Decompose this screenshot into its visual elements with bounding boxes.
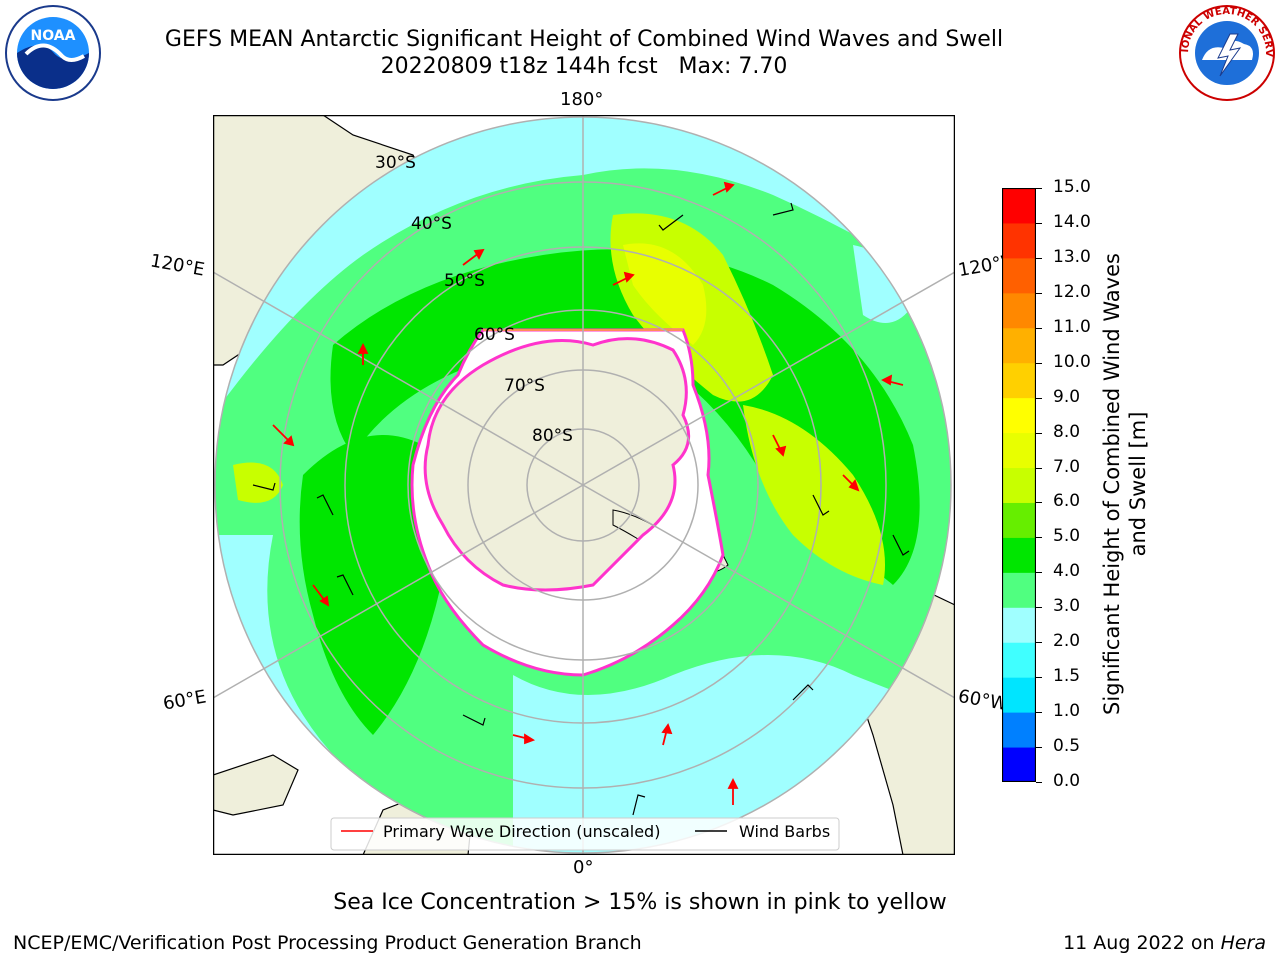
svg-text:NOAA: NOAA	[31, 28, 76, 44]
colorbar-tick-label: 13.0	[1053, 246, 1091, 267]
wave-height-field	[215, 117, 951, 853]
colorbar-tick-mark	[1036, 188, 1042, 189]
colorbar-tick-mark	[1036, 467, 1042, 469]
colorbar-tick-mark	[1036, 572, 1042, 574]
colorbar-segment	[1002, 607, 1036, 643]
colorbar-segment	[1002, 572, 1036, 608]
colorbar-tick-mark	[1036, 502, 1042, 504]
colorbar-tick-label: 15.0	[1053, 177, 1091, 197]
latitude-labels: 30°S 40°S 50°S 60°S 70°S 80°S	[375, 153, 573, 446]
colorbar-tick-mark	[1036, 327, 1042, 329]
map-subtitle: 20220809 t18z 144h fcst Max: 7.70	[380, 54, 788, 79]
lon-label-0: 0°	[573, 857, 594, 878]
colorbar-segment	[1002, 222, 1036, 259]
colorbar-segment	[1002, 188, 1036, 224]
colorbar-tick-mark	[1036, 782, 1042, 783]
colorbar-tick-label: 14.0	[1053, 211, 1091, 232]
colorbar-segment	[1002, 642, 1036, 678]
colorbar-tick-mark	[1036, 222, 1042, 224]
colorbar-tick-mark	[1036, 292, 1042, 294]
colorbar-segment	[1002, 502, 1036, 538]
colorbar-tick-mark	[1036, 677, 1042, 679]
wave-direction-arrows	[272, 181, 904, 805]
colorbar-tick-label: 2.0	[1053, 631, 1081, 652]
map-legend: Primary Wave Direction (unscaled) Wind B…	[330, 817, 840, 851]
lon-label-60e: 60°E	[161, 686, 208, 715]
colorbar-tick-mark	[1036, 362, 1042, 364]
colorbar-tick-label: 11.0	[1053, 316, 1091, 337]
colorbar-segment	[1002, 747, 1036, 782]
lat-label-50s: 50°S	[444, 271, 485, 291]
map-panel: 30°S 40°S 50°S 60°S 70°S 80°S	[213, 115, 955, 855]
colorbar-tick-label: 9.0	[1053, 386, 1081, 407]
colorbar-tick-label: 5.0	[1053, 526, 1081, 547]
colorbar-tick-label: 12.0	[1053, 281, 1091, 302]
footer-date-text: 11 Aug 2022 on	[1063, 932, 1221, 954]
colorbar-tick-label: 4.0	[1053, 561, 1081, 582]
colorbar-segment	[1002, 432, 1036, 469]
footer-credit: NCEP/EMC/Verification Post Processing Pr…	[13, 932, 642, 954]
colorbar-tick-mark	[1036, 747, 1042, 749]
colorbar-tick-label: 0.0	[1053, 771, 1081, 791]
colorbar-tick-mark	[1036, 607, 1042, 609]
colorbar-segment	[1002, 257, 1036, 294]
noaa-logo: NOAA	[5, 5, 101, 101]
map-frame	[213, 115, 955, 855]
colorbar-tick-label: 1.5	[1053, 666, 1081, 687]
lat-label-30s: 30°S	[375, 153, 416, 173]
colorbar-segment	[1002, 467, 1036, 503]
colorbar-title-box: Significant Height of Combined Wind Wave…	[1095, 188, 1155, 780]
colorbar-segment	[1002, 537, 1036, 573]
sea-ice-caption: Sea Ice Concentration > 15% is shown in …	[333, 890, 947, 915]
colorbar-tick-label: 6.0	[1053, 491, 1081, 512]
map-title: GEFS MEAN Antarctic Significant Height o…	[164, 27, 1004, 52]
colorbar-tick-mark	[1036, 257, 1042, 259]
colorbar-tick-label: 7.0	[1053, 456, 1081, 477]
lat-label-70s: 70°S	[504, 376, 545, 396]
footer-host: Hera	[1220, 932, 1266, 954]
lat-label-40s: 40°S	[411, 214, 452, 234]
lat-label-80s: 80°S	[532, 426, 573, 446]
lat-label-60s: 60°S	[474, 325, 515, 345]
colorbar-segment	[1002, 397, 1036, 434]
lon-label-120e: 120°E	[148, 250, 207, 281]
colorbar	[1002, 188, 1036, 782]
nws-logo: NATIONAL WEATHER SERVICE	[1178, 4, 1275, 101]
colorbar-tick-label: 0.5	[1053, 736, 1081, 757]
colorbar-tick-label: 8.0	[1053, 421, 1081, 442]
colorbar-tick-mark	[1036, 642, 1042, 644]
legend-wave-label: Primary Wave Direction (unscaled)	[383, 822, 660, 841]
footer-date: 11 Aug 2022 on Hera	[1063, 932, 1266, 954]
colorbar-segment	[1002, 712, 1036, 748]
wind-barbs	[252, 202, 910, 816]
lon-label-180: 180°	[560, 89, 604, 110]
colorbar-segment	[1002, 327, 1036, 364]
colorbar-tick-mark	[1036, 397, 1042, 399]
colorbar-tick-label: 3.0	[1053, 596, 1081, 617]
colorbar-segment	[1002, 362, 1036, 399]
legend-wind-label: Wind Barbs	[739, 822, 830, 841]
colorbar-tick-label: 1.0	[1053, 701, 1081, 722]
colorbar-tick-mark	[1036, 537, 1042, 539]
colorbar-title: Significant Height of Combined Wind Wave…	[1100, 253, 1150, 715]
colorbar-segment	[1002, 292, 1036, 329]
colorbar-tick-mark	[1036, 432, 1042, 434]
colorbar-segment	[1002, 677, 1036, 713]
meridian-lines	[213, 115, 955, 855]
colorbar-tick-mark	[1036, 712, 1042, 714]
colorbar-tick-label: 10.0	[1053, 351, 1091, 372]
